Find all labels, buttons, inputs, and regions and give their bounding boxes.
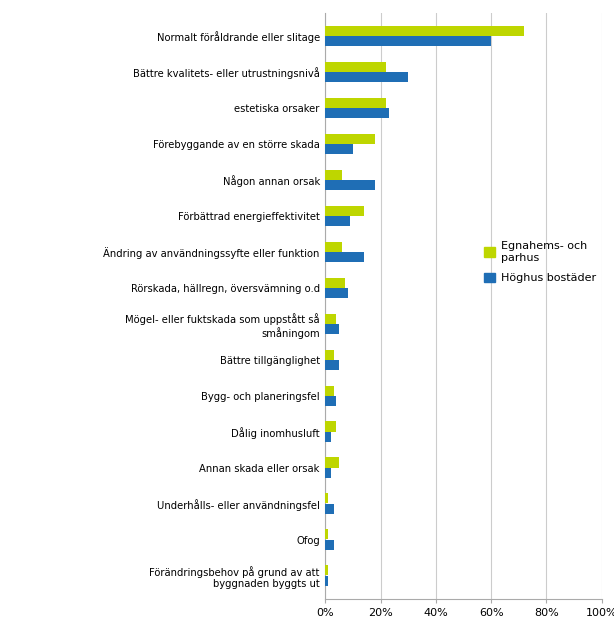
Bar — [325, 242, 342, 252]
Bar — [325, 576, 328, 586]
Bar — [325, 324, 340, 334]
Bar — [325, 504, 334, 514]
Bar — [325, 62, 386, 72]
Bar — [325, 26, 524, 36]
Bar — [325, 565, 328, 575]
Bar — [325, 170, 342, 180]
Bar — [325, 288, 348, 298]
Bar — [325, 134, 375, 144]
Bar — [325, 108, 389, 118]
Bar — [325, 457, 340, 468]
Bar — [325, 278, 345, 288]
Bar — [325, 493, 328, 504]
Bar — [325, 98, 386, 108]
Bar — [325, 314, 336, 324]
Bar — [325, 37, 491, 46]
Bar — [325, 421, 336, 431]
Bar — [325, 396, 336, 406]
Bar — [325, 350, 334, 359]
Legend: Egnahems- och
parhus, Höghus bostäder: Egnahems- och parhus, Höghus bostäder — [484, 241, 596, 283]
Bar — [325, 216, 351, 226]
Bar — [325, 72, 408, 82]
Bar — [325, 529, 328, 540]
Bar — [325, 144, 353, 155]
Bar — [325, 360, 340, 370]
Bar — [325, 180, 375, 191]
Bar — [325, 468, 331, 478]
Bar — [325, 386, 334, 395]
Bar — [325, 252, 364, 262]
Bar — [325, 206, 364, 216]
Bar — [325, 540, 334, 550]
Bar — [325, 432, 331, 442]
